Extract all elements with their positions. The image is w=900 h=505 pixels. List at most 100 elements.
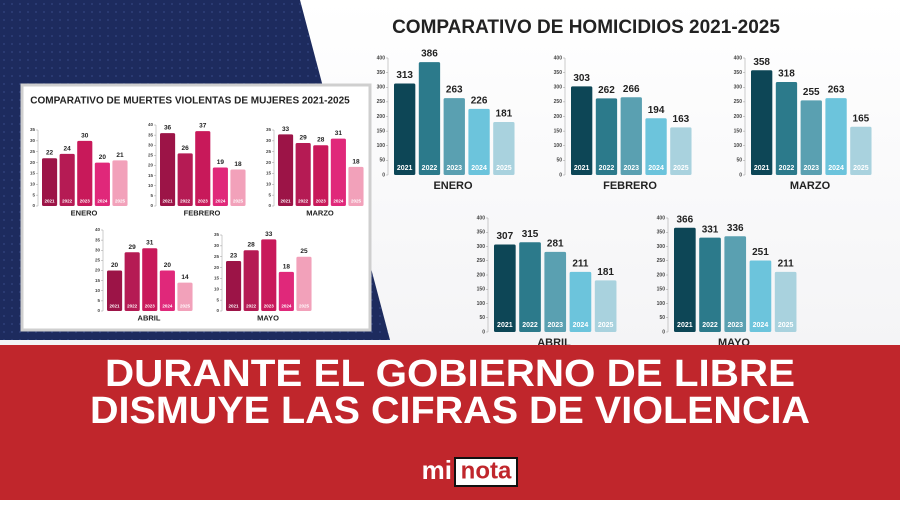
value-label: 37 (199, 123, 207, 130)
value-label: 20 (164, 262, 172, 269)
value-label: 315 (522, 229, 539, 240)
value-label: 20 (111, 262, 119, 269)
category-label: 2025 (496, 165, 512, 172)
category-label: 2024 (648, 165, 664, 172)
value-label: 303 (573, 73, 590, 84)
value-label: 31 (335, 130, 343, 137)
category-label: 2021 (229, 304, 240, 309)
value-label: 318 (778, 69, 795, 80)
bar (775, 81, 798, 175)
category-label: 2022 (599, 165, 615, 172)
bar (313, 145, 329, 206)
value-label: 263 (446, 85, 463, 96)
headline-line: DURANTE EL GOBIERNO DE LIBRE (105, 353, 795, 395)
y-tick-label: 250 (554, 99, 563, 105)
category-label: 2024 (215, 199, 226, 204)
bar (142, 248, 158, 311)
y-tick-label: 20 (95, 268, 101, 273)
category-label: 2021 (574, 165, 590, 172)
y-tick-label: 400 (657, 215, 666, 221)
y-tick-label: 0 (482, 329, 485, 335)
y-tick-label: 20 (148, 163, 154, 168)
chart-title: MAYO (257, 313, 279, 322)
bar (443, 98, 465, 175)
bar (107, 270, 123, 311)
value-label: 336 (727, 223, 744, 234)
y-tick-label: 10 (148, 183, 154, 188)
bar (230, 169, 246, 206)
y-tick-label: 30 (95, 247, 101, 252)
category-label: 2021 (397, 165, 413, 172)
value-label: 36 (164, 125, 172, 132)
value-label: 18 (283, 263, 291, 270)
category-label: 2021 (677, 322, 693, 329)
y-tick-label: 400 (477, 215, 486, 221)
value-label: 23 (230, 253, 238, 260)
value-label: 358 (753, 57, 770, 68)
y-tick-label: 30 (30, 138, 36, 143)
category-label: 2021 (281, 199, 292, 204)
logo-nota: nota (461, 457, 512, 484)
y-tick-label: 30 (148, 142, 154, 147)
y-tick-label: 100 (377, 143, 386, 149)
value-label: 18 (234, 161, 242, 168)
y-tick-label: 25 (95, 258, 101, 263)
category-label: 2024 (471, 165, 487, 172)
category-label: 2025 (673, 165, 689, 172)
bar (674, 227, 696, 332)
y-tick-label: 0 (216, 308, 219, 313)
y-tick-label: 20 (266, 160, 272, 165)
bar (544, 251, 567, 332)
category-label: 2025 (853, 165, 869, 172)
bar (295, 143, 311, 206)
bar (670, 127, 692, 175)
y-tick-label: 0 (559, 172, 562, 178)
bar (493, 122, 515, 175)
homicidios-title: COMPARATIVO DE HOMICIDIOS 2021-2025 (392, 17, 780, 38)
y-tick-label: 0 (739, 172, 742, 178)
y-tick-label: 100 (477, 301, 486, 307)
value-label: 18 (352, 158, 360, 165)
category-label: 2025 (299, 304, 310, 309)
chart-title: MARZO (306, 208, 334, 217)
y-tick-label: 5 (32, 192, 35, 197)
mujeres-title: COMPARATIVO DE MUERTES VIOLENTAS DE MUJE… (30, 96, 350, 107)
bar (468, 108, 490, 175)
bar (42, 158, 58, 206)
category-label: 2024 (828, 165, 844, 172)
y-tick-label: 250 (477, 258, 486, 264)
y-tick-label: 0 (662, 329, 665, 335)
headline-band (0, 345, 900, 500)
bar (418, 62, 441, 175)
category-label: 2023 (803, 165, 819, 172)
bar (569, 271, 592, 332)
category-label: 2023 (316, 199, 327, 204)
headline-line: DISMUYE LAS CIFRAS DE VIOLENCIA (90, 390, 810, 432)
category-label: 2022 (422, 165, 438, 172)
bar (620, 97, 642, 175)
value-label: 262 (598, 85, 615, 96)
bar (195, 131, 211, 206)
value-label: 366 (676, 214, 693, 225)
value-label: 181 (597, 267, 614, 278)
y-tick-label: 200 (477, 272, 486, 278)
category-label: 2021 (110, 304, 121, 309)
y-tick-label: 350 (657, 230, 666, 236)
y-tick-label: 0 (97, 308, 100, 313)
y-tick-label: 150 (657, 287, 666, 293)
category-label: 2022 (246, 304, 257, 309)
value-label: 22 (46, 150, 54, 157)
bar (160, 133, 176, 206)
bar (494, 244, 516, 332)
category-label: 2024 (333, 199, 344, 204)
value-label: 26 (182, 145, 190, 152)
value-label: 226 (471, 96, 488, 107)
bar (330, 138, 346, 206)
value-label: 313 (396, 70, 413, 81)
y-tick-label: 25 (148, 153, 154, 158)
category-label: 2023 (623, 165, 639, 172)
y-tick-label: 10 (95, 288, 101, 293)
y-tick-label: 10 (214, 286, 220, 291)
y-tick-label: 100 (734, 143, 743, 149)
